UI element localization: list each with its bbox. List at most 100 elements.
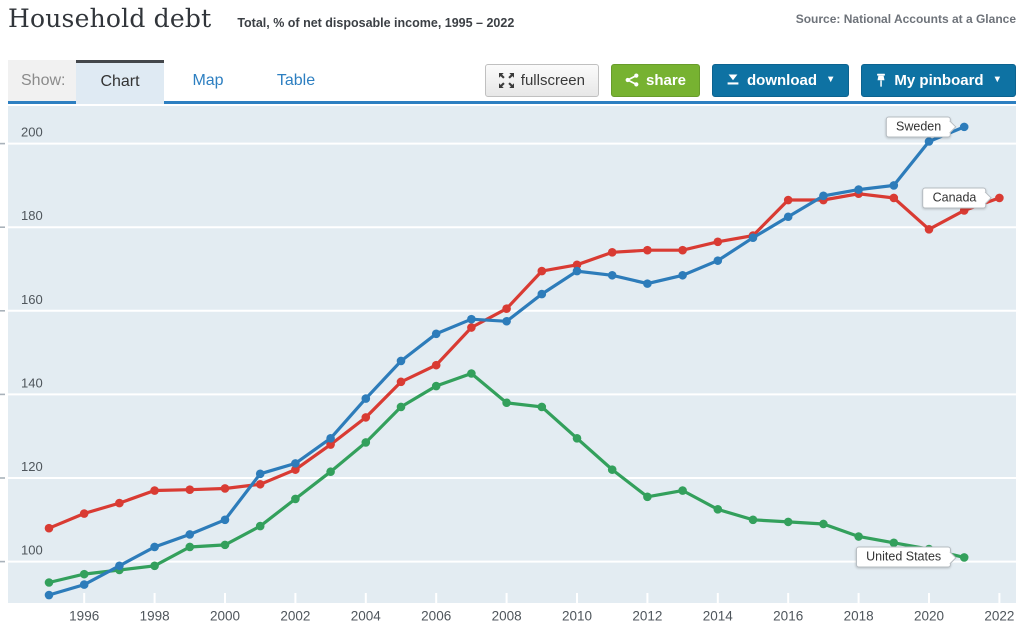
united-states-point-2015[interactable] <box>748 515 758 525</box>
canada-point-1998[interactable] <box>150 486 159 495</box>
canada-point-1999[interactable] <box>185 485 195 495</box>
sweden-point-1996[interactable] <box>79 580 89 589</box>
united-states-point-2021[interactable] <box>959 553 969 562</box>
sweden-point-1998[interactable] <box>150 542 159 552</box>
canada-point-2003[interactable] <box>326 440 335 449</box>
united-states-point-1999[interactable] <box>185 542 195 552</box>
united-states-point-2016[interactable] <box>783 517 793 527</box>
chart-canvas: 100 120 140 160 180 200 1996 1998 2000 2002 2004 20… <box>0 106 1016 624</box>
sweden-point-2016[interactable] <box>783 212 793 222</box>
sweden-point-2004[interactable] <box>361 394 371 403</box>
x-axis-label: 2000 <box>210 609 240 624</box>
united-states-point-1996[interactable] <box>79 569 89 579</box>
united-states-point-2006[interactable] <box>431 381 441 391</box>
page-title: Household debt <box>8 4 212 33</box>
y-axis-label: 140 <box>21 375 43 390</box>
sweden-point-2007[interactable] <box>467 314 476 324</box>
x-axis-label: 2010 <box>562 609 592 624</box>
tab-map[interactable]: Map <box>192 72 224 89</box>
united-states-point-2008[interactable] <box>502 398 511 408</box>
canada-point-2014[interactable] <box>713 237 723 247</box>
canada-point-2010[interactable] <box>572 260 582 270</box>
united-states-point-2019[interactable] <box>889 538 899 548</box>
canada-point-2009[interactable] <box>537 266 547 276</box>
canada-point-2020[interactable] <box>924 224 934 234</box>
canada-point-2005[interactable] <box>396 377 406 387</box>
sweden-point-2012[interactable] <box>643 279 652 288</box>
united-states-point-2010[interactable] <box>572 433 582 443</box>
sweden-point-1999[interactable] <box>185 530 195 539</box>
fullscreen-button[interactable]: fullscreen <box>484 63 599 97</box>
united-states-point-2013[interactable] <box>678 486 687 495</box>
series-label-canada: Canada <box>922 187 987 209</box>
united-states-point-2009[interactable] <box>537 402 547 412</box>
united-states-point-2004[interactable] <box>361 438 371 447</box>
canada-point-2022[interactable] <box>995 193 1004 203</box>
canada-point-1997[interactable] <box>115 498 124 508</box>
canada-point-2019[interactable] <box>889 193 899 203</box>
sweden-point-2005[interactable] <box>396 356 406 366</box>
sweden-point-2010[interactable] <box>572 266 582 276</box>
sweden-point-2008[interactable] <box>502 316 511 326</box>
sweden-point-2019[interactable] <box>889 181 899 190</box>
united-states-point-2000[interactable] <box>220 540 230 550</box>
sweden-point-2020[interactable] <box>924 137 934 146</box>
x-axis-label: 2014 <box>703 609 734 624</box>
share-button[interactable]: share <box>610 63 701 97</box>
tab-table[interactable]: Table <box>276 72 316 89</box>
download-arrow-icon <box>726 74 740 87</box>
canada-point-1995[interactable] <box>44 523 54 533</box>
united-states-point-2002[interactable] <box>291 494 300 504</box>
united-states-point-2017[interactable] <box>819 519 828 529</box>
canada-point-2006[interactable] <box>431 360 441 370</box>
canada-point-2008[interactable] <box>502 304 511 314</box>
canada-point-2011[interactable] <box>607 247 617 257</box>
canada-point-2001[interactable] <box>255 479 265 489</box>
x-axis-label: 2002 <box>280 609 310 624</box>
sweden-point-2021[interactable] <box>959 122 969 132</box>
sweden-point-2015[interactable] <box>748 233 758 242</box>
sweden-point-2002[interactable] <box>291 459 300 468</box>
sweden-point-1995[interactable] <box>44 590 54 600</box>
sweden-point-2000[interactable] <box>220 515 230 525</box>
tab-chart[interactable]: Chart <box>76 60 164 104</box>
canada-point-2004[interactable] <box>361 413 371 422</box>
canada-point-2013[interactable] <box>678 245 687 255</box>
sweden-point-2001[interactable] <box>255 469 265 479</box>
sweden-point-1997[interactable] <box>115 561 124 571</box>
united-states-point-2007[interactable] <box>467 369 476 378</box>
united-states-point-2001[interactable] <box>255 521 265 531</box>
series-line-canada <box>48 192 1000 530</box>
sweden-point-2006[interactable] <box>431 329 441 339</box>
united-states-point-1998[interactable] <box>150 561 159 571</box>
united-states-point-2005[interactable] <box>396 402 406 412</box>
fullscreen-button-label: fullscreen <box>520 71 585 89</box>
canada-point-2000[interactable] <box>220 484 230 493</box>
united-states-point-1995[interactable] <box>44 578 54 587</box>
sweden-point-2009[interactable] <box>537 289 547 299</box>
united-states-point-2003[interactable] <box>326 467 335 477</box>
x-axis-label: 2012 <box>632 609 662 624</box>
canada-point-1996[interactable] <box>79 509 89 518</box>
canada-point-2012[interactable] <box>643 245 652 255</box>
my-pinboard-button[interactable]: My pinboard ▼ <box>861 63 1016 97</box>
download-button-label: download <box>747 71 818 89</box>
united-states-point-2018[interactable] <box>854 532 863 541</box>
download-button[interactable]: download ▼ <box>712 63 850 97</box>
share-button-label: share <box>645 71 687 89</box>
sweden-point-2014[interactable] <box>713 256 723 265</box>
canada-point-2016[interactable] <box>783 195 793 205</box>
sweden-point-2017[interactable] <box>819 191 828 201</box>
sweden-point-2003[interactable] <box>326 433 335 443</box>
sweden-point-2011[interactable] <box>607 270 617 280</box>
canada-point-2007[interactable] <box>467 323 476 332</box>
my-pinboard-button-label: My pinboard <box>894 71 984 89</box>
united-states-point-2011[interactable] <box>607 465 617 474</box>
header: Household debt Total, % of net disposabl… <box>8 4 1016 50</box>
canada-point-2002[interactable] <box>291 465 300 474</box>
united-states-point-2012[interactable] <box>643 492 652 502</box>
sweden-point-2018[interactable] <box>854 185 863 194</box>
sweden-point-2013[interactable] <box>678 270 687 280</box>
united-states-point-2014[interactable] <box>713 505 723 514</box>
expand-arrows-icon <box>498 72 514 88</box>
